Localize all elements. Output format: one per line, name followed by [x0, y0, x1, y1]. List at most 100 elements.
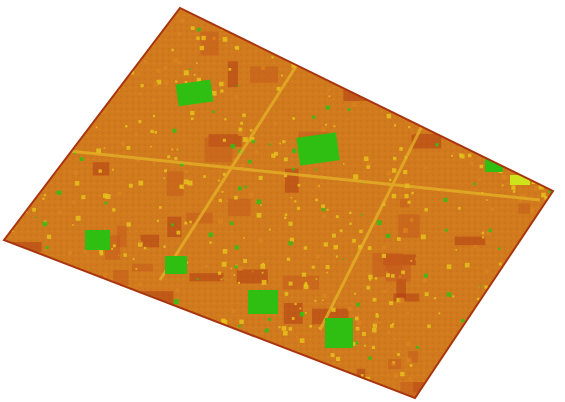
speckle — [405, 101, 411, 107]
dense-block — [445, 351, 457, 374]
speckle — [52, 72, 56, 76]
dense-block — [166, 171, 184, 197]
speckle — [6, 325, 10, 328]
speckle — [331, 233, 336, 238]
dense-block — [269, 397, 280, 398]
speckle — [461, 319, 465, 323]
speckle — [228, 68, 232, 71]
speckle — [448, 93, 452, 96]
dense-block — [514, 79, 542, 89]
speckle — [457, 0, 461, 4]
speckle — [292, 117, 295, 120]
speckle — [309, 324, 312, 328]
speckle — [463, 21, 468, 26]
speckle — [327, 88, 331, 92]
speckle — [557, 240, 560, 243]
speckle — [551, 342, 553, 348]
speckle — [36, 356, 41, 361]
speckle — [61, 279, 65, 284]
speckle — [402, 96, 407, 100]
speckle — [167, 305, 170, 307]
speckle — [21, 395, 24, 398]
speckle — [4, 174, 6, 179]
speckle — [443, 197, 448, 202]
speckle — [464, 262, 470, 268]
speckle — [42, 221, 48, 227]
speckle — [395, 35, 398, 39]
speckle — [230, 144, 235, 149]
speckle — [176, 230, 181, 235]
speckle — [351, 341, 356, 346]
speckle — [456, 392, 461, 397]
speckle — [550, 113, 553, 118]
speckle — [511, 185, 516, 190]
speckle — [107, 289, 112, 294]
speckle — [261, 66, 265, 70]
speckle — [282, 140, 286, 144]
speckle — [271, 153, 276, 158]
speckle — [201, 35, 206, 41]
speckle — [448, 49, 452, 53]
dense-block — [518, 203, 530, 214]
speckle — [190, 165, 192, 168]
park-6 — [325, 318, 353, 348]
speckle — [190, 110, 195, 116]
speckle — [477, 79, 483, 85]
speckle — [521, 193, 526, 199]
speckle — [156, 79, 162, 85]
speckle — [88, 331, 93, 336]
speckle — [222, 82, 226, 86]
speckle — [439, 10, 445, 15]
dense-block — [117, 225, 127, 248]
speckle — [208, 232, 214, 237]
speckle — [351, 79, 356, 84]
speckle — [242, 376, 247, 382]
speckle — [413, 0, 418, 5]
speckle — [83, 388, 87, 391]
speckle — [194, 386, 196, 388]
speckle — [164, 80, 169, 85]
speckle — [286, 1, 290, 5]
speckle — [32, 43, 36, 47]
speckle — [290, 379, 295, 384]
speckle — [390, 324, 394, 328]
speckle — [230, 267, 233, 270]
speckle — [487, 307, 493, 312]
speckle — [494, 313, 497, 316]
speckle — [424, 208, 428, 212]
speckle — [508, 287, 511, 290]
speckle — [316, 185, 320, 189]
speckle — [305, 51, 311, 57]
speckle — [144, 42, 150, 47]
speckle — [145, 365, 149, 369]
speckle — [410, 260, 413, 262]
speckle — [11, 196, 14, 199]
speckle — [475, 110, 480, 115]
speckle — [55, 315, 59, 320]
speckle — [557, 109, 560, 112]
speckle — [355, 326, 360, 331]
speckle — [114, 8, 120, 9]
speckle — [372, 323, 377, 328]
speckle — [238, 324, 241, 328]
speckle — [544, 240, 548, 243]
speckle — [243, 237, 245, 239]
speckle — [273, 121, 278, 126]
speckle — [292, 148, 297, 153]
speckle — [35, 43, 41, 49]
speckle — [123, 253, 127, 257]
speckle — [296, 206, 301, 210]
speckle — [4, 216, 8, 220]
speckle — [427, 8, 431, 10]
speckle — [291, 317, 295, 320]
speckle — [269, 141, 272, 144]
speckle — [333, 125, 336, 128]
speckle — [495, 97, 499, 101]
speckle — [12, 346, 16, 350]
speckle — [425, 100, 430, 105]
speckle — [281, 326, 287, 331]
speckle — [212, 363, 217, 368]
speckle — [45, 175, 50, 179]
speckle — [284, 213, 288, 216]
speckle — [487, 87, 491, 91]
